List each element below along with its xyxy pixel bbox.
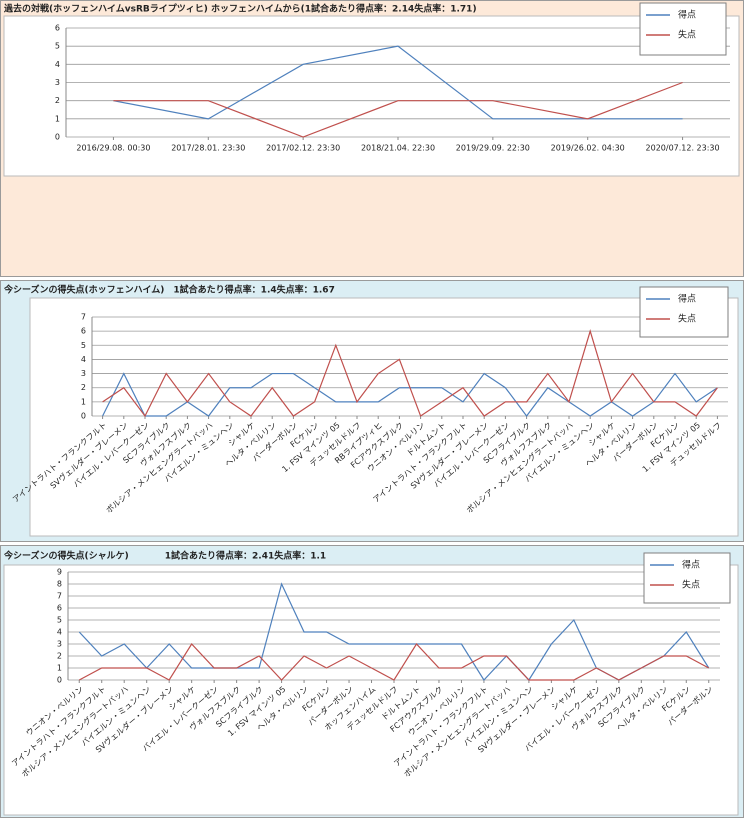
- y-tick-label: 6: [81, 327, 86, 336]
- y-tick-label: 5: [57, 616, 62, 625]
- legend-label: 得点: [678, 9, 696, 21]
- y-tick-label: 7: [57, 592, 62, 601]
- legend-label: 得点: [682, 559, 700, 571]
- y-tick-label: 6: [55, 24, 60, 33]
- y-tick-label: 6: [57, 604, 62, 613]
- x-tick-label: 2019/26.02. 04:30: [551, 144, 625, 153]
- y-tick-label: 9: [57, 568, 62, 577]
- y-tick-label: 5: [81, 341, 86, 350]
- chart-title: 過去の対戦(ホッフェンハイムvsRBライプツィヒ) ホッフェンハイムから(1試合…: [3, 3, 477, 15]
- legend-label: 得点: [678, 293, 696, 305]
- y-tick-label: 3: [81, 369, 86, 378]
- y-tick-label: 4: [57, 628, 62, 637]
- y-tick-label: 2: [57, 652, 62, 661]
- y-tick-label: 0: [57, 676, 62, 685]
- x-tick-label: 2016/29.08. 00:30: [76, 144, 150, 153]
- y-tick-label: 1: [55, 114, 60, 123]
- y-tick-label: 5: [55, 42, 60, 51]
- legend-label: 失点: [678, 29, 696, 41]
- chart-title: 今シーズンの得失点(シャルケ) 1試合あたり得点率：2.41失点率：1.1: [3, 550, 326, 562]
- legend-box: [643, 552, 731, 604]
- series-line: [102, 329, 718, 418]
- x-tick-label: 2017/02.12. 23:30: [266, 144, 340, 153]
- y-tick-label: 3: [55, 78, 60, 87]
- y-tick-label: 1: [81, 397, 86, 406]
- series-line: [78, 643, 710, 681]
- x-tick-label: 2019/29.09. 22:30: [456, 144, 530, 153]
- x-tick-label: 2017/28.01. 23:30: [171, 144, 245, 153]
- chart-title: 今シーズンの得失点(ホッフェンハイム) 1試合あたり得点率：1.4失点率：1.6…: [3, 284, 335, 296]
- legend-label: 失点: [678, 313, 696, 325]
- y-tick-label: 4: [55, 60, 60, 69]
- y-tick-label: 8: [57, 580, 62, 589]
- y-tick-label: 4: [81, 355, 86, 364]
- y-tick-label: 0: [55, 133, 60, 142]
- chart-area: [29, 297, 739, 537]
- series-line: [113, 81, 683, 138]
- y-tick-label: 0: [81, 412, 86, 421]
- legend-box: [639, 286, 729, 338]
- legend-label: 失点: [682, 579, 700, 591]
- y-tick-label: 2: [55, 96, 60, 105]
- y-tick-label: 1: [57, 664, 62, 673]
- chart-area: [3, 564, 739, 816]
- legend-box: [639, 2, 727, 56]
- x-tick-label: 2018/21.04. 22:30: [361, 144, 435, 153]
- chart-area: [3, 15, 740, 177]
- x-tick-label: 2020/07.12. 23:30: [646, 144, 720, 153]
- y-tick-label: 3: [57, 640, 62, 649]
- y-tick-label: 2: [81, 383, 86, 392]
- y-tick-label: 7: [81, 313, 86, 322]
